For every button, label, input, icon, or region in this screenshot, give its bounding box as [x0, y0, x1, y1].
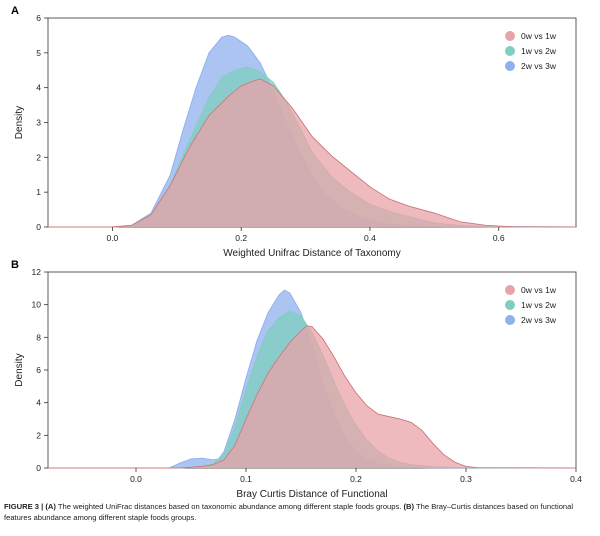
caption-b-text: The Bray–Curtis distances based on funct… — [4, 502, 574, 522]
x-tick-label: 0.1 — [240, 474, 252, 484]
panel-a-label: A — [11, 5, 19, 17]
x-tick-label: 0.2 — [350, 474, 362, 484]
x-tick-label: 0.4 — [364, 233, 376, 243]
legend-swatch — [505, 300, 515, 310]
y-tick-label: 2 — [36, 152, 41, 162]
legend-swatch — [505, 61, 515, 71]
x-tick-label: 0.2 — [235, 233, 247, 243]
y-tick-label: 8 — [36, 332, 41, 342]
y-tick-label: 2 — [36, 430, 41, 440]
x-tick-label: 0.4 — [570, 474, 582, 484]
y-tick-label: 6 — [36, 365, 41, 375]
legend-label: 0w vs 1w — [521, 285, 557, 295]
panel-a-density-plot: 0.0 0.2 0.4 0.6 0 1 2 3 4 5 6 Weighted Unifrac Dist… — [14, 13, 577, 259]
legend-swatch — [505, 46, 515, 56]
caption-b-marker: (B) — [403, 502, 415, 511]
panel-b-label: B — [11, 259, 19, 271]
density-area-0w-vs-1w — [48, 79, 576, 227]
x-tick-label: 0.0 — [130, 474, 142, 484]
legend-label: 2w vs 3w — [521, 315, 557, 325]
y-tick-label: 4 — [36, 398, 41, 408]
caption-a-marker: (A) — [45, 502, 56, 511]
caption-label: FIGURE 3 | — [4, 502, 44, 511]
x-axis-title: Bray Curtis Distance of Functional — [236, 489, 387, 500]
legend-label: 1w vs 2w — [521, 46, 557, 56]
density-outline-0w-vs-1w — [48, 325, 577, 469]
figure-caption: FIGURE 3 | (A) The weighted UniFrac dist… — [4, 502, 594, 523]
y-tick-label: 10 — [32, 300, 42, 310]
legend-swatch — [505, 315, 515, 325]
y-tick-label: 3 — [36, 118, 41, 128]
legend-label: 2w vs 3w — [521, 61, 557, 71]
y-tick-label: 4 — [36, 83, 41, 93]
density-area-0w-vs-1w — [48, 325, 576, 468]
y-tick-label: 1 — [36, 187, 41, 197]
y-tick-label: 0 — [36, 463, 41, 473]
y-tick-label: 0 — [36, 222, 41, 232]
y-axis-title: Density — [14, 106, 25, 139]
x-tick-label: 0.6 — [493, 233, 505, 243]
legend-label: 0w vs 1w — [521, 31, 557, 41]
y-axis-title: Density — [14, 353, 25, 386]
density-outline-0w-vs-1w — [48, 78, 577, 228]
y-tick-label: 5 — [36, 48, 41, 58]
x-axis-title: Weighted Unifrac Distance of Taxonomy — [223, 248, 401, 259]
panel-b-density-plot: 0.0 0.1 0.2 0.3 0.4 0 2 4 6 8 10 12 Bray Curtis Dist… — [14, 267, 582, 500]
x-tick-label: 0.3 — [460, 474, 472, 484]
legend-swatch — [505, 31, 515, 41]
y-tick-label: 6 — [36, 13, 41, 23]
caption-a-text: The weighted UniFrac distances based on … — [55, 502, 404, 511]
y-tick-label: 12 — [32, 267, 42, 277]
legend-swatch — [505, 285, 515, 295]
legend-label: 1w vs 2w — [521, 300, 557, 310]
x-tick-label: 0.0 — [106, 233, 118, 243]
